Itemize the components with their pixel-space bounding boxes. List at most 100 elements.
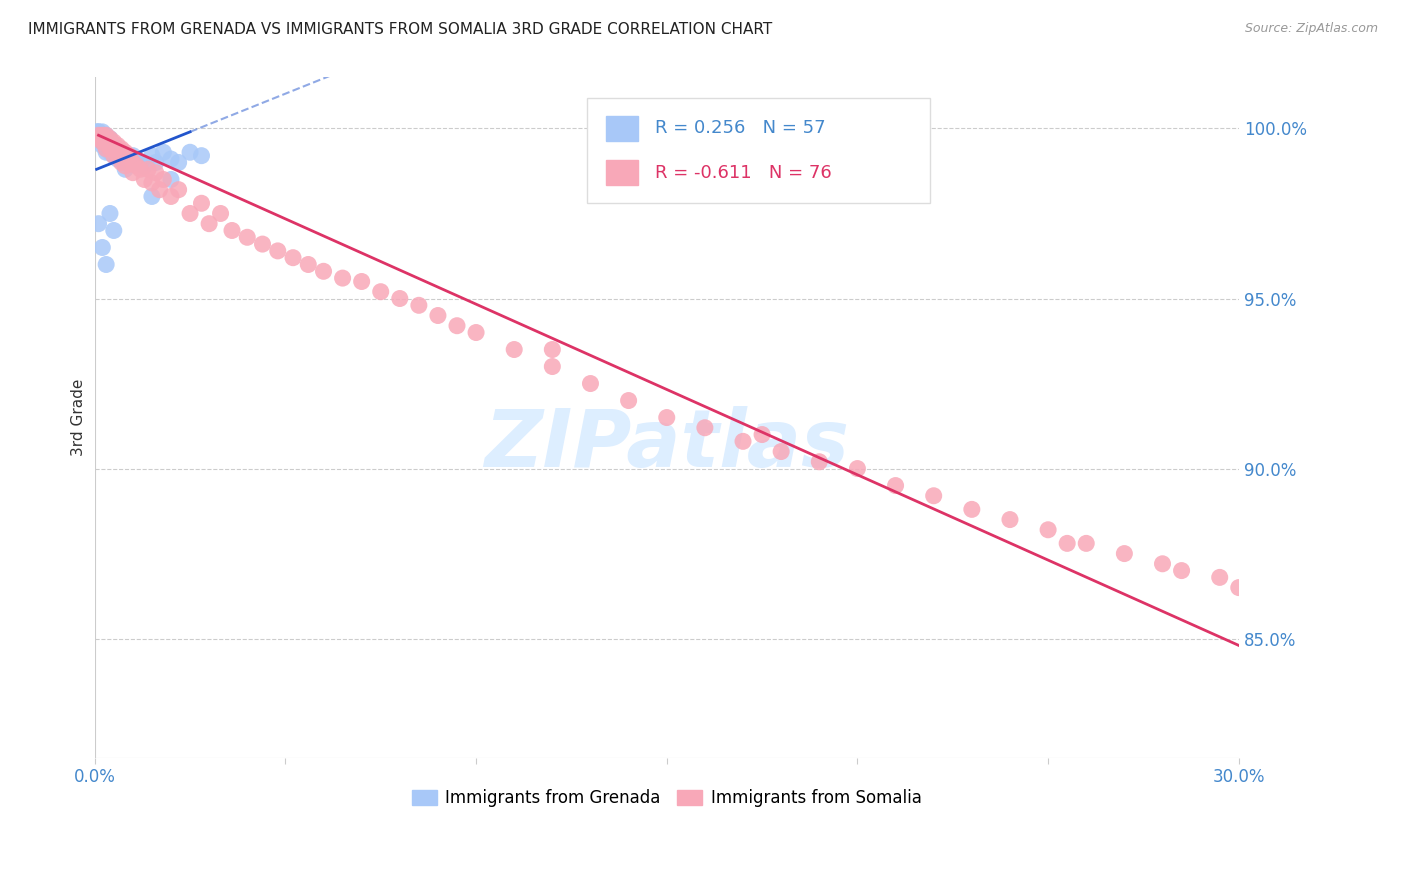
Point: [198, 217, 221, 231]
Point: [107, 145, 129, 160]
Point: [94, 258, 117, 272]
Point: [98, 131, 121, 145]
Point: [221, 223, 243, 237]
Point: [91, 135, 114, 149]
Point: [91, 128, 114, 143]
Point: [103, 138, 125, 153]
Point: [179, 145, 201, 160]
Point: [107, 138, 129, 153]
Point: [87, 128, 110, 143]
Text: R = -0.611   N = 76: R = -0.611 N = 76: [655, 164, 832, 182]
Point: [465, 326, 488, 340]
Point: [145, 166, 167, 180]
Point: [503, 343, 526, 357]
Point: [91, 131, 114, 145]
Point: [94, 145, 117, 160]
Point: [808, 455, 831, 469]
Point: [98, 145, 121, 160]
Point: [731, 434, 754, 449]
Point: [312, 264, 335, 278]
Text: R = 0.256   N = 57: R = 0.256 N = 57: [655, 120, 825, 137]
Point: [332, 271, 354, 285]
Point: [98, 135, 121, 149]
Point: [94, 128, 117, 143]
Point: [114, 155, 136, 169]
Point: [770, 444, 793, 458]
Point: [141, 149, 163, 163]
Point: [141, 189, 163, 203]
Point: [1209, 570, 1232, 584]
Point: [152, 172, 174, 186]
Point: [91, 131, 114, 145]
Point: [426, 309, 449, 323]
Point: [94, 135, 117, 149]
Point: [160, 172, 183, 186]
Point: [160, 189, 183, 203]
Point: [160, 152, 183, 166]
Point: [121, 155, 143, 169]
Point: [87, 125, 110, 139]
FancyBboxPatch shape: [586, 98, 929, 203]
Bar: [606, 161, 638, 185]
Point: [114, 149, 136, 163]
Point: [98, 142, 121, 156]
Point: [94, 128, 117, 143]
Point: [87, 131, 110, 145]
Point: [693, 421, 716, 435]
Point: [297, 258, 319, 272]
Point: [655, 410, 678, 425]
Point: [110, 155, 132, 169]
Point: [103, 149, 125, 163]
Point: [209, 206, 232, 220]
Point: [91, 240, 114, 254]
Point: [1056, 536, 1078, 550]
Point: [103, 223, 125, 237]
Point: [846, 461, 869, 475]
Point: [998, 512, 1021, 526]
Point: [110, 152, 132, 166]
Y-axis label: 3rd Grade: 3rd Grade: [72, 379, 86, 456]
Point: [87, 125, 110, 139]
Point: [1152, 557, 1174, 571]
Point: [87, 217, 110, 231]
Point: [103, 145, 125, 160]
Point: [103, 135, 125, 149]
Point: [167, 183, 190, 197]
Point: [129, 162, 152, 177]
Point: [922, 489, 945, 503]
Point: [884, 478, 907, 492]
Point: [87, 128, 110, 143]
Point: [134, 172, 156, 186]
Point: [136, 162, 159, 177]
Point: [408, 298, 430, 312]
Point: [252, 237, 274, 252]
Point: [107, 152, 129, 166]
Point: [141, 176, 163, 190]
Point: [118, 152, 141, 166]
Point: [541, 343, 564, 357]
Point: [114, 162, 136, 177]
Point: [107, 149, 129, 163]
Point: [98, 138, 121, 153]
Point: [94, 142, 117, 156]
Point: [134, 159, 156, 173]
Point: [446, 318, 468, 333]
Point: [118, 149, 141, 163]
Point: [541, 359, 564, 374]
Point: [121, 155, 143, 169]
Point: [91, 128, 114, 143]
Point: [125, 159, 148, 173]
Point: [617, 393, 640, 408]
Point: [91, 135, 114, 149]
Point: [110, 142, 132, 156]
Point: [152, 145, 174, 160]
Point: [94, 142, 117, 156]
Point: [167, 155, 190, 169]
Point: [94, 135, 117, 149]
Point: [1114, 547, 1136, 561]
Point: [87, 128, 110, 143]
Point: [98, 206, 121, 220]
Point: [388, 292, 411, 306]
Point: [94, 138, 117, 153]
Point: [190, 149, 212, 163]
